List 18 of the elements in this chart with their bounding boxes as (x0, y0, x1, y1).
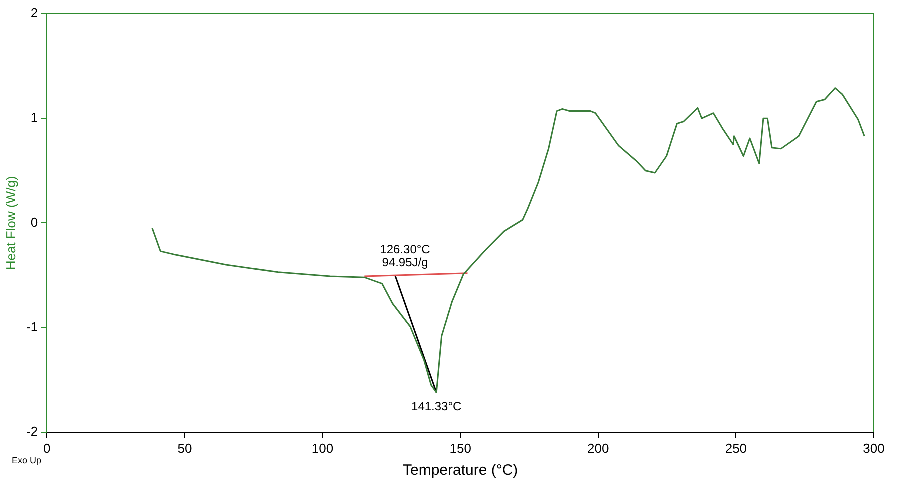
y-tick-label: -1 (26, 319, 38, 334)
y-tick-label: 2 (30, 6, 38, 21)
x-tick-label: 50 (178, 440, 192, 456)
annotation: 94.95J/g (382, 256, 428, 270)
y-tick-label: 1 (30, 110, 38, 126)
y-tick-label: -2 (26, 424, 38, 439)
x-tick-label: 200 (588, 440, 610, 456)
annotation: 126.30°C (380, 242, 431, 256)
x-tick-label: 100 (312, 440, 334, 456)
y-axis-title: Heat Flow (W/g) (3, 176, 18, 270)
annotation: 141.33°C (412, 400, 462, 414)
x-tick-label: 300 (863, 440, 885, 456)
text: Exo Up (12, 455, 42, 466)
x-axis-title: Temperature (°C) (402, 462, 518, 480)
x-tick-label: 150 (450, 440, 472, 456)
y-tick-label: 0 (30, 214, 38, 230)
x-tick-label: 0 (44, 440, 51, 456)
x-tick-label: 250 (725, 440, 748, 456)
